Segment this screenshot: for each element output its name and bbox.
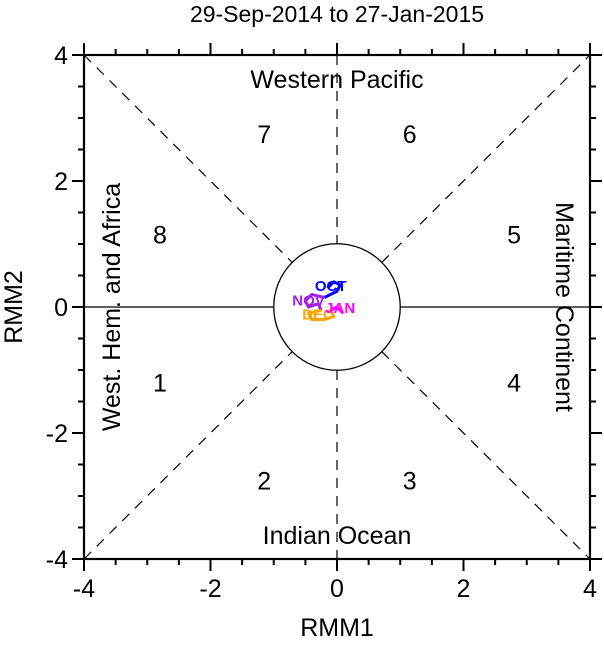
phase-divider-line	[381, 54, 591, 263]
trajectory-nov	[303, 292, 325, 311]
phase-divider-line	[83, 351, 293, 560]
x-tick-label: 0	[330, 575, 344, 603]
y-tick-label: -2	[46, 420, 68, 448]
trajectory-dec	[307, 308, 336, 322]
phase-divider-line	[381, 351, 591, 560]
phase-label: 1	[153, 370, 167, 398]
x-axis-label: RMM1	[300, 614, 374, 640]
x-tick-label: -4	[73, 575, 95, 603]
x-tick-label: -2	[199, 575, 221, 603]
phase-label: 8	[153, 222, 167, 250]
phase-divider-line	[83, 54, 293, 263]
month-label: OCT	[315, 278, 347, 295]
y-tick-label: 4	[54, 42, 68, 70]
phase-label: 4	[507, 370, 521, 398]
region-label-left: West. Hem. and Africa	[98, 183, 126, 431]
trajectory-jan	[330, 305, 345, 315]
y-tick-label: -4	[46, 546, 68, 574]
phase-label: 6	[403, 121, 417, 149]
phase-label: 3	[403, 467, 417, 495]
y-axis-label: RMM2	[0, 270, 28, 344]
month-label: JAN	[325, 300, 355, 317]
month-label: NOV	[292, 292, 325, 309]
y-tick-label: 0	[54, 294, 68, 322]
x-tick-label: 4	[583, 575, 597, 603]
month-label: DEC	[302, 306, 334, 323]
y-tick-label: 2	[54, 168, 68, 196]
region-label-bottom: Indian Ocean	[263, 522, 412, 550]
phase-label: 5	[507, 222, 521, 250]
phase-label: 2	[257, 467, 271, 495]
phase-label: 7	[257, 121, 271, 149]
chart-title: 29-Sep-2014 to 27-Jan-2015	[190, 1, 484, 27]
unit-circle	[273, 243, 401, 371]
region-label-top: Western Pacific	[250, 66, 423, 94]
region-label-right: Maritime Continent	[550, 202, 578, 412]
trajectory-oct	[323, 280, 342, 299]
x-tick-label: 2	[457, 575, 471, 603]
